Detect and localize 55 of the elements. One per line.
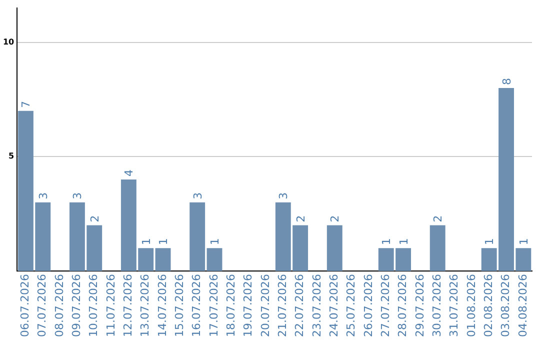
x-tick-label: 30.07.2026 <box>430 274 444 338</box>
x-tick-label: 22.07.2026 <box>293 274 306 338</box>
data-label: 1 <box>380 238 394 246</box>
data-label: 1 <box>483 238 496 246</box>
y-tick-label: 10 <box>2 37 15 46</box>
x-tick-label: 10.07.2026 <box>87 274 100 338</box>
data-label: 7 <box>20 100 33 108</box>
x-tick-label: 21.07.2026 <box>276 274 290 338</box>
x-tick-label: 09.07.2026 <box>70 274 84 338</box>
data-label: 1 <box>397 238 410 246</box>
data-label: 3 <box>71 192 84 200</box>
x-tick-label: 17.07.2026 <box>207 274 220 338</box>
x-tick-label: 04.08.2026 <box>516 274 530 338</box>
x-tick-label: 11.07.2026 <box>104 274 118 338</box>
x-tick-label: 02.08.2026 <box>482 274 495 338</box>
x-tick-label: 07.07.2026 <box>36 274 49 338</box>
x-tick-label: 13.07.2026 <box>138 274 152 338</box>
data-label: 8 <box>500 78 514 86</box>
bar <box>430 225 446 272</box>
y-tick-label: 5 <box>8 152 15 161</box>
x-tick-label: 19.07.2026 <box>242 274 255 338</box>
x-tick-label: 18.07.2026 <box>224 274 238 338</box>
x-tick-label: 28.07.2026 <box>396 274 410 338</box>
bar <box>190 202 206 272</box>
data-label: 1 <box>157 238 170 246</box>
data-label: 1 <box>208 238 222 246</box>
x-tick-label: 23.07.2026 <box>310 274 324 338</box>
x-tick-label: 14.07.2026 <box>156 274 169 338</box>
data-label: 1 <box>140 238 153 246</box>
x-tick-label: 01.08.2026 <box>464 274 478 338</box>
data-label: 4 <box>122 170 136 177</box>
x-tick-label: 16.07.2026 <box>190 274 204 338</box>
x-tick-label: 25.07.2026 <box>344 274 358 338</box>
x-tick-label: 12.07.2026 <box>122 274 135 338</box>
data-label: 3 <box>191 192 204 200</box>
x-tick-label: 03.08.2026 <box>499 274 512 338</box>
x-tick-label: 31.07.2026 <box>448 274 461 338</box>
data-label: 2 <box>328 215 342 222</box>
bar <box>155 248 171 272</box>
x-tick-label: 08.07.2026 <box>52 274 66 338</box>
bar <box>206 248 222 272</box>
x-tick-label: 20.07.2026 <box>258 274 272 338</box>
x-tick-label: 29.07.2026 <box>413 274 426 338</box>
data-label: 3 <box>36 192 50 200</box>
x-tick-label: 26.07.2026 <box>362 274 375 338</box>
data-label: 3 <box>277 192 290 200</box>
x-tick-label: 15.07.2026 <box>173 274 186 338</box>
data-label: 1 <box>517 238 530 246</box>
data-label: 2 <box>88 215 102 222</box>
data-label: 2 <box>294 215 308 222</box>
bar <box>326 225 342 272</box>
x-tick-label: 27.07.2026 <box>378 274 392 338</box>
data-label: 2 <box>432 215 445 222</box>
x-tick-label: 06.07.2026 <box>18 274 32 338</box>
x-tick-label: 24.07.2026 <box>327 274 340 338</box>
